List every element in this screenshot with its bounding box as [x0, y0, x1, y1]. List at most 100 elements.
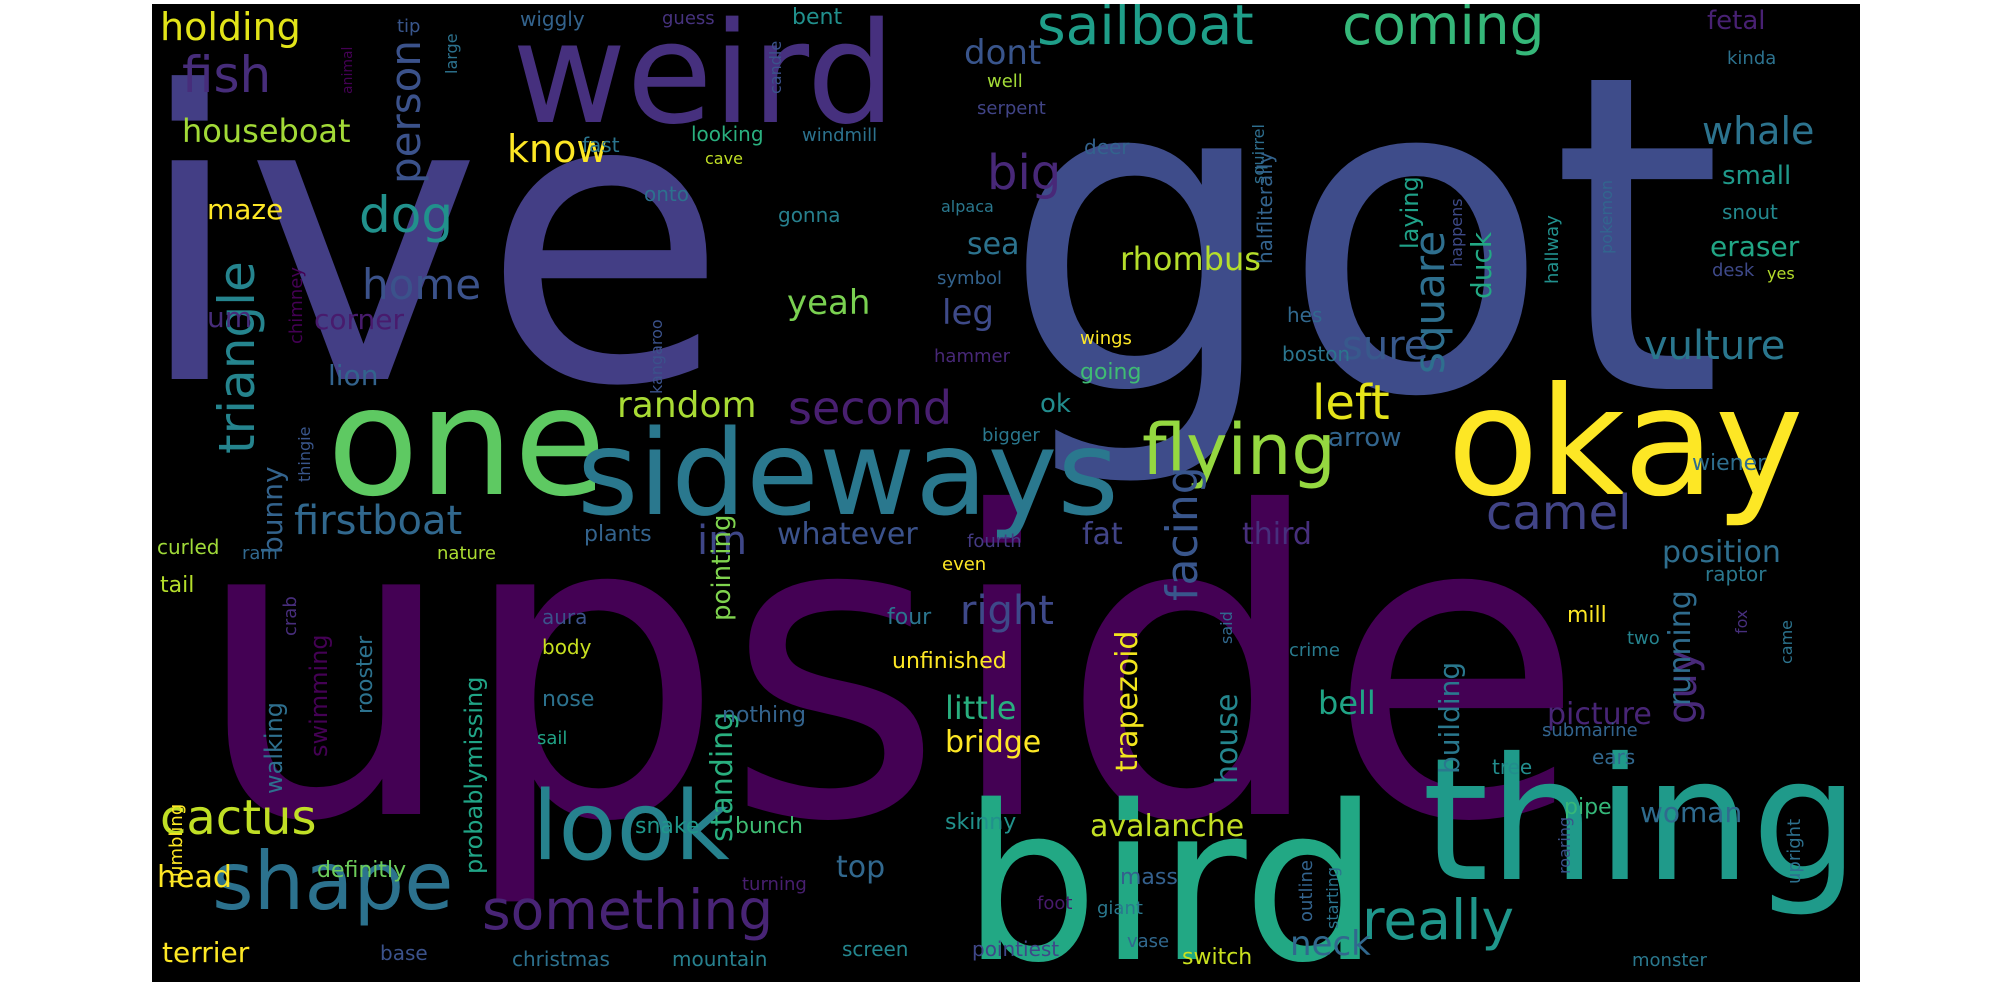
word-random: random [617, 385, 757, 426]
word-hes: hes [1287, 303, 1322, 327]
word-bent: bent [792, 5, 842, 30]
word-aura: aura [542, 605, 587, 629]
word-thingie: thingie [295, 427, 314, 482]
word-right: right [960, 588, 1054, 634]
word-sea: sea [967, 227, 1019, 262]
word-sure: sure [1342, 323, 1428, 369]
word-head: head [157, 860, 232, 895]
word-ive: ive [152, 9, 728, 474]
word-curled: curled [157, 535, 219, 559]
word-trapezoid: trapezoid [1110, 631, 1145, 772]
word-neck: neck [1290, 924, 1371, 964]
word-said: said [1217, 611, 1236, 644]
word-guess: guess [662, 8, 715, 29]
word-fetal: fetal [1707, 6, 1766, 36]
word-weird: weird [512, 4, 896, 156]
word-cave: cave [705, 149, 743, 168]
word-upright: upright [1784, 819, 1805, 884]
word-halfliterally: halfliterally [1253, 152, 1277, 264]
word-coming: coming [1342, 4, 1545, 57]
word-happens: happens [1447, 198, 1466, 267]
word-sideways: sideways [577, 404, 1119, 542]
word-screen: screen [842, 937, 908, 961]
word-little: little [945, 689, 1016, 727]
word-running: running [1663, 590, 1698, 706]
word-squirrel: squirrel [1249, 124, 1268, 184]
word-foot: foot [1037, 893, 1072, 914]
word-two: two [1627, 628, 1660, 649]
word-duck: duck [1465, 231, 1498, 299]
word-fast: fast [582, 133, 620, 157]
word-woman: woman [1640, 796, 1742, 829]
word-bridge: bridge [945, 725, 1041, 760]
word-snake: snake [635, 814, 699, 839]
word-desk: desk [1712, 260, 1755, 281]
word-unfinished: unfinished [892, 649, 1007, 674]
word-ears: ears [1592, 745, 1635, 769]
word-rooster: rooster [353, 635, 378, 714]
word-body: body [542, 635, 592, 659]
word-tree: tree [1492, 755, 1532, 779]
word-shape: shape [212, 835, 453, 928]
word-avalanche: avalanche [1090, 809, 1244, 844]
word-chimney: chimney [286, 267, 307, 344]
word-im: im [697, 518, 747, 564]
word-standing: standing [705, 712, 740, 842]
word-arrow: arrow [1328, 423, 1401, 453]
word-wiener: wiener [1692, 451, 1767, 476]
word-pipe: pipe [1564, 795, 1612, 820]
word-wiggly: wiggly [520, 7, 585, 31]
word-well: well [987, 71, 1023, 92]
word-raptor: raptor [1705, 562, 1767, 586]
word-maze: maze [207, 193, 283, 226]
word-animal: animal [340, 47, 356, 94]
word-eraser: eraser [1710, 230, 1800, 263]
word-position: position [1662, 535, 1781, 570]
word-four: four [887, 605, 932, 630]
word-submarine: submarine [1542, 720, 1638, 741]
word-roaring: roaring [1555, 817, 1574, 874]
word-yeah: yeah [787, 283, 870, 323]
word-one: one [327, 356, 606, 530]
word-leg: leg [942, 293, 994, 333]
word-bunny: bunny [256, 466, 289, 554]
word-know: know [507, 127, 607, 171]
word-hammer: hammer [934, 346, 1011, 367]
word-dont: dont [964, 33, 1041, 73]
word-turning: turning [742, 874, 807, 895]
word-kinda: kinda [1727, 48, 1776, 69]
word-even: even [942, 554, 986, 575]
word-bigger: bigger [982, 425, 1040, 446]
word-something: something [482, 878, 773, 942]
word-candle: candle [766, 41, 785, 94]
word-third: third [1242, 517, 1312, 552]
word-big: big [987, 145, 1061, 201]
word-bell: bell [1318, 684, 1376, 722]
word-vulture: vulture [1644, 323, 1785, 369]
word-kangaroo: kangaroo [647, 319, 666, 394]
word-deer: deer [1084, 135, 1130, 159]
word-fat: fat [1082, 517, 1123, 552]
word-cactus: cactus [160, 790, 316, 846]
word-mountain: mountain [672, 947, 767, 971]
word-serpent: serpent [977, 98, 1046, 119]
word-tip: tip [397, 16, 420, 37]
word-houseboat: houseboat [182, 112, 351, 150]
word-snout: snout [1722, 200, 1778, 224]
word-house: house [1210, 694, 1245, 784]
word-picture: picture [1547, 697, 1652, 732]
word-christmas: christmas [512, 947, 610, 971]
word-sail: sail [537, 728, 567, 749]
word-going: going [1080, 360, 1141, 385]
word-triangle: triangle [208, 261, 266, 454]
word-dog: dog [359, 186, 453, 244]
word-onto: onto [644, 182, 689, 206]
word-crime: crime [1289, 640, 1340, 661]
word-facing: facing [1157, 466, 1208, 601]
word-thing: thing [1422, 722, 1859, 920]
word-yes: yes [1767, 264, 1795, 283]
word-skinny: skinny [945, 810, 1016, 835]
word-whale: whale [1702, 109, 1814, 153]
word-hallway: hallway [1542, 215, 1563, 284]
